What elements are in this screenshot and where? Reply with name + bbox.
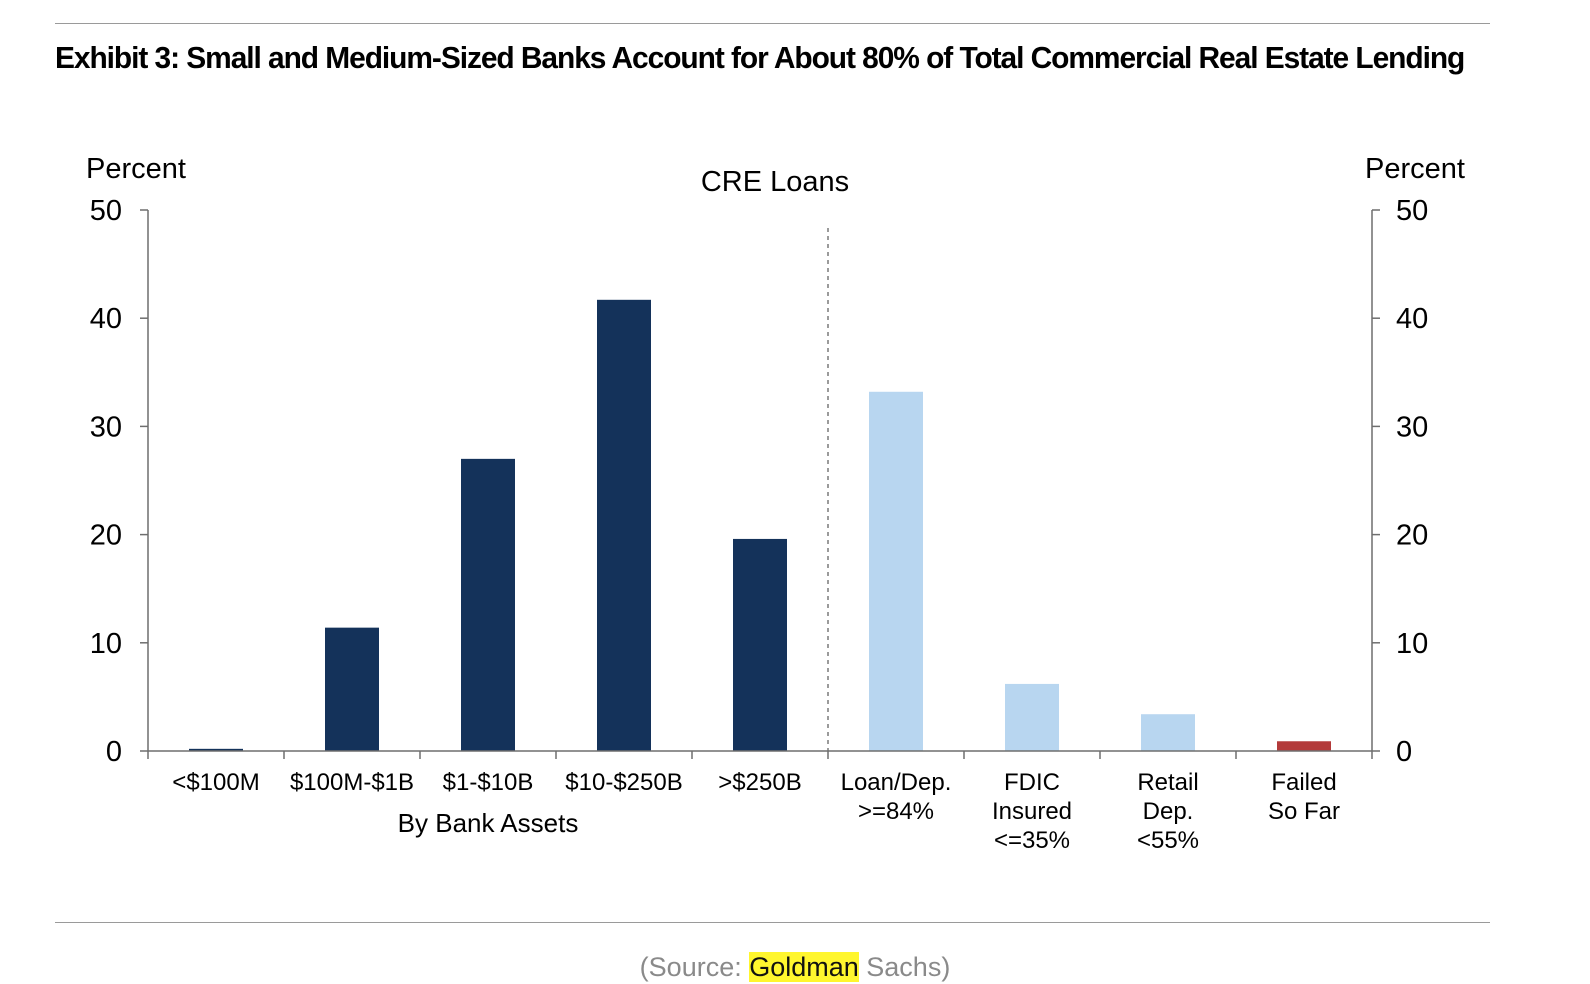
- x-tick-label: >$250B: [718, 769, 801, 796]
- x-tick-label: So Far: [1268, 798, 1340, 825]
- right-y-tick-label: 30: [1396, 411, 1428, 443]
- group-label-bank-assets: By Bank Assets: [398, 808, 579, 838]
- source-suffix: Sachs): [858, 952, 951, 982]
- right-y-tick-label: 20: [1396, 520, 1428, 552]
- source-prefix: (Source:: [639, 952, 750, 982]
- right-y-tick-label: 10: [1396, 628, 1428, 660]
- bar-1: [189, 748, 243, 751]
- chart-title: CRE Loans: [701, 166, 849, 198]
- x-tick-label: <=35%: [994, 827, 1070, 854]
- left-y-tick-label: 20: [90, 520, 122, 552]
- right-y-axis-label: Percent: [1365, 153, 1465, 185]
- bars-group: [189, 299, 1331, 751]
- x-tick-label: >=84%: [858, 798, 934, 825]
- bar-chart: 0 0 10 10 20 20 30 30 40 40 50 50 Percent Percent C…: [86, 153, 1465, 854]
- x-tick-label: $10-$250B: [565, 769, 682, 796]
- exhibit-title: Exhibit 3: Small and Medium-Sized Banks …: [55, 40, 1465, 75]
- x-tick-label: Dep.: [1143, 798, 1194, 825]
- x-tick-label: Insured: [992, 798, 1072, 825]
- source-note: (Source: Goldman Sachs): [0, 952, 1590, 983]
- left-y-tick-label: 10: [90, 628, 122, 660]
- x-tick-label: <$100M: [172, 769, 259, 796]
- left-y-axis-label: Percent: [86, 153, 186, 185]
- bar-6: [869, 391, 923, 751]
- bar-5: [733, 538, 787, 751]
- bar-3: [461, 458, 515, 751]
- bar-4: [597, 299, 651, 751]
- left-y-tick-label: 40: [90, 303, 122, 335]
- left-y-tick-label: 0: [106, 736, 122, 768]
- x-tick-label: $100M-$1B: [290, 769, 414, 796]
- top-rule: [55, 23, 1490, 24]
- bar-2: [325, 627, 379, 751]
- x-tick-label: FDIC: [1004, 769, 1060, 796]
- bar-7: [1005, 683, 1059, 751]
- right-y-tick-label: 50: [1396, 195, 1428, 227]
- left-y-tick-label: 30: [90, 411, 122, 443]
- right-y-tick-label: 0: [1396, 736, 1412, 768]
- bar-9: [1277, 741, 1331, 751]
- bottom-rule: [55, 922, 1490, 923]
- x-tick-label: <55%: [1137, 827, 1199, 854]
- x-tick-label: Failed: [1271, 769, 1336, 796]
- x-tick-label: Loan/Dep.: [841, 769, 952, 796]
- left-y-tick-label: 50: [90, 195, 122, 227]
- right-y-tick-label: 40: [1396, 303, 1428, 335]
- bar-8: [1141, 714, 1195, 751]
- source-highlight: Goldman: [749, 952, 859, 982]
- x-tick-label: Retail: [1137, 769, 1198, 796]
- x-tick-label: $1-$10B: [443, 769, 534, 796]
- x-tick-labels: <$100M $100M-$1B $1-$10B $10-$250B >$250B Loa…: [172, 769, 1340, 854]
- axes-group: 0 0 10 10 20 20 30 30 40 40 50 50: [90, 195, 1429, 768]
